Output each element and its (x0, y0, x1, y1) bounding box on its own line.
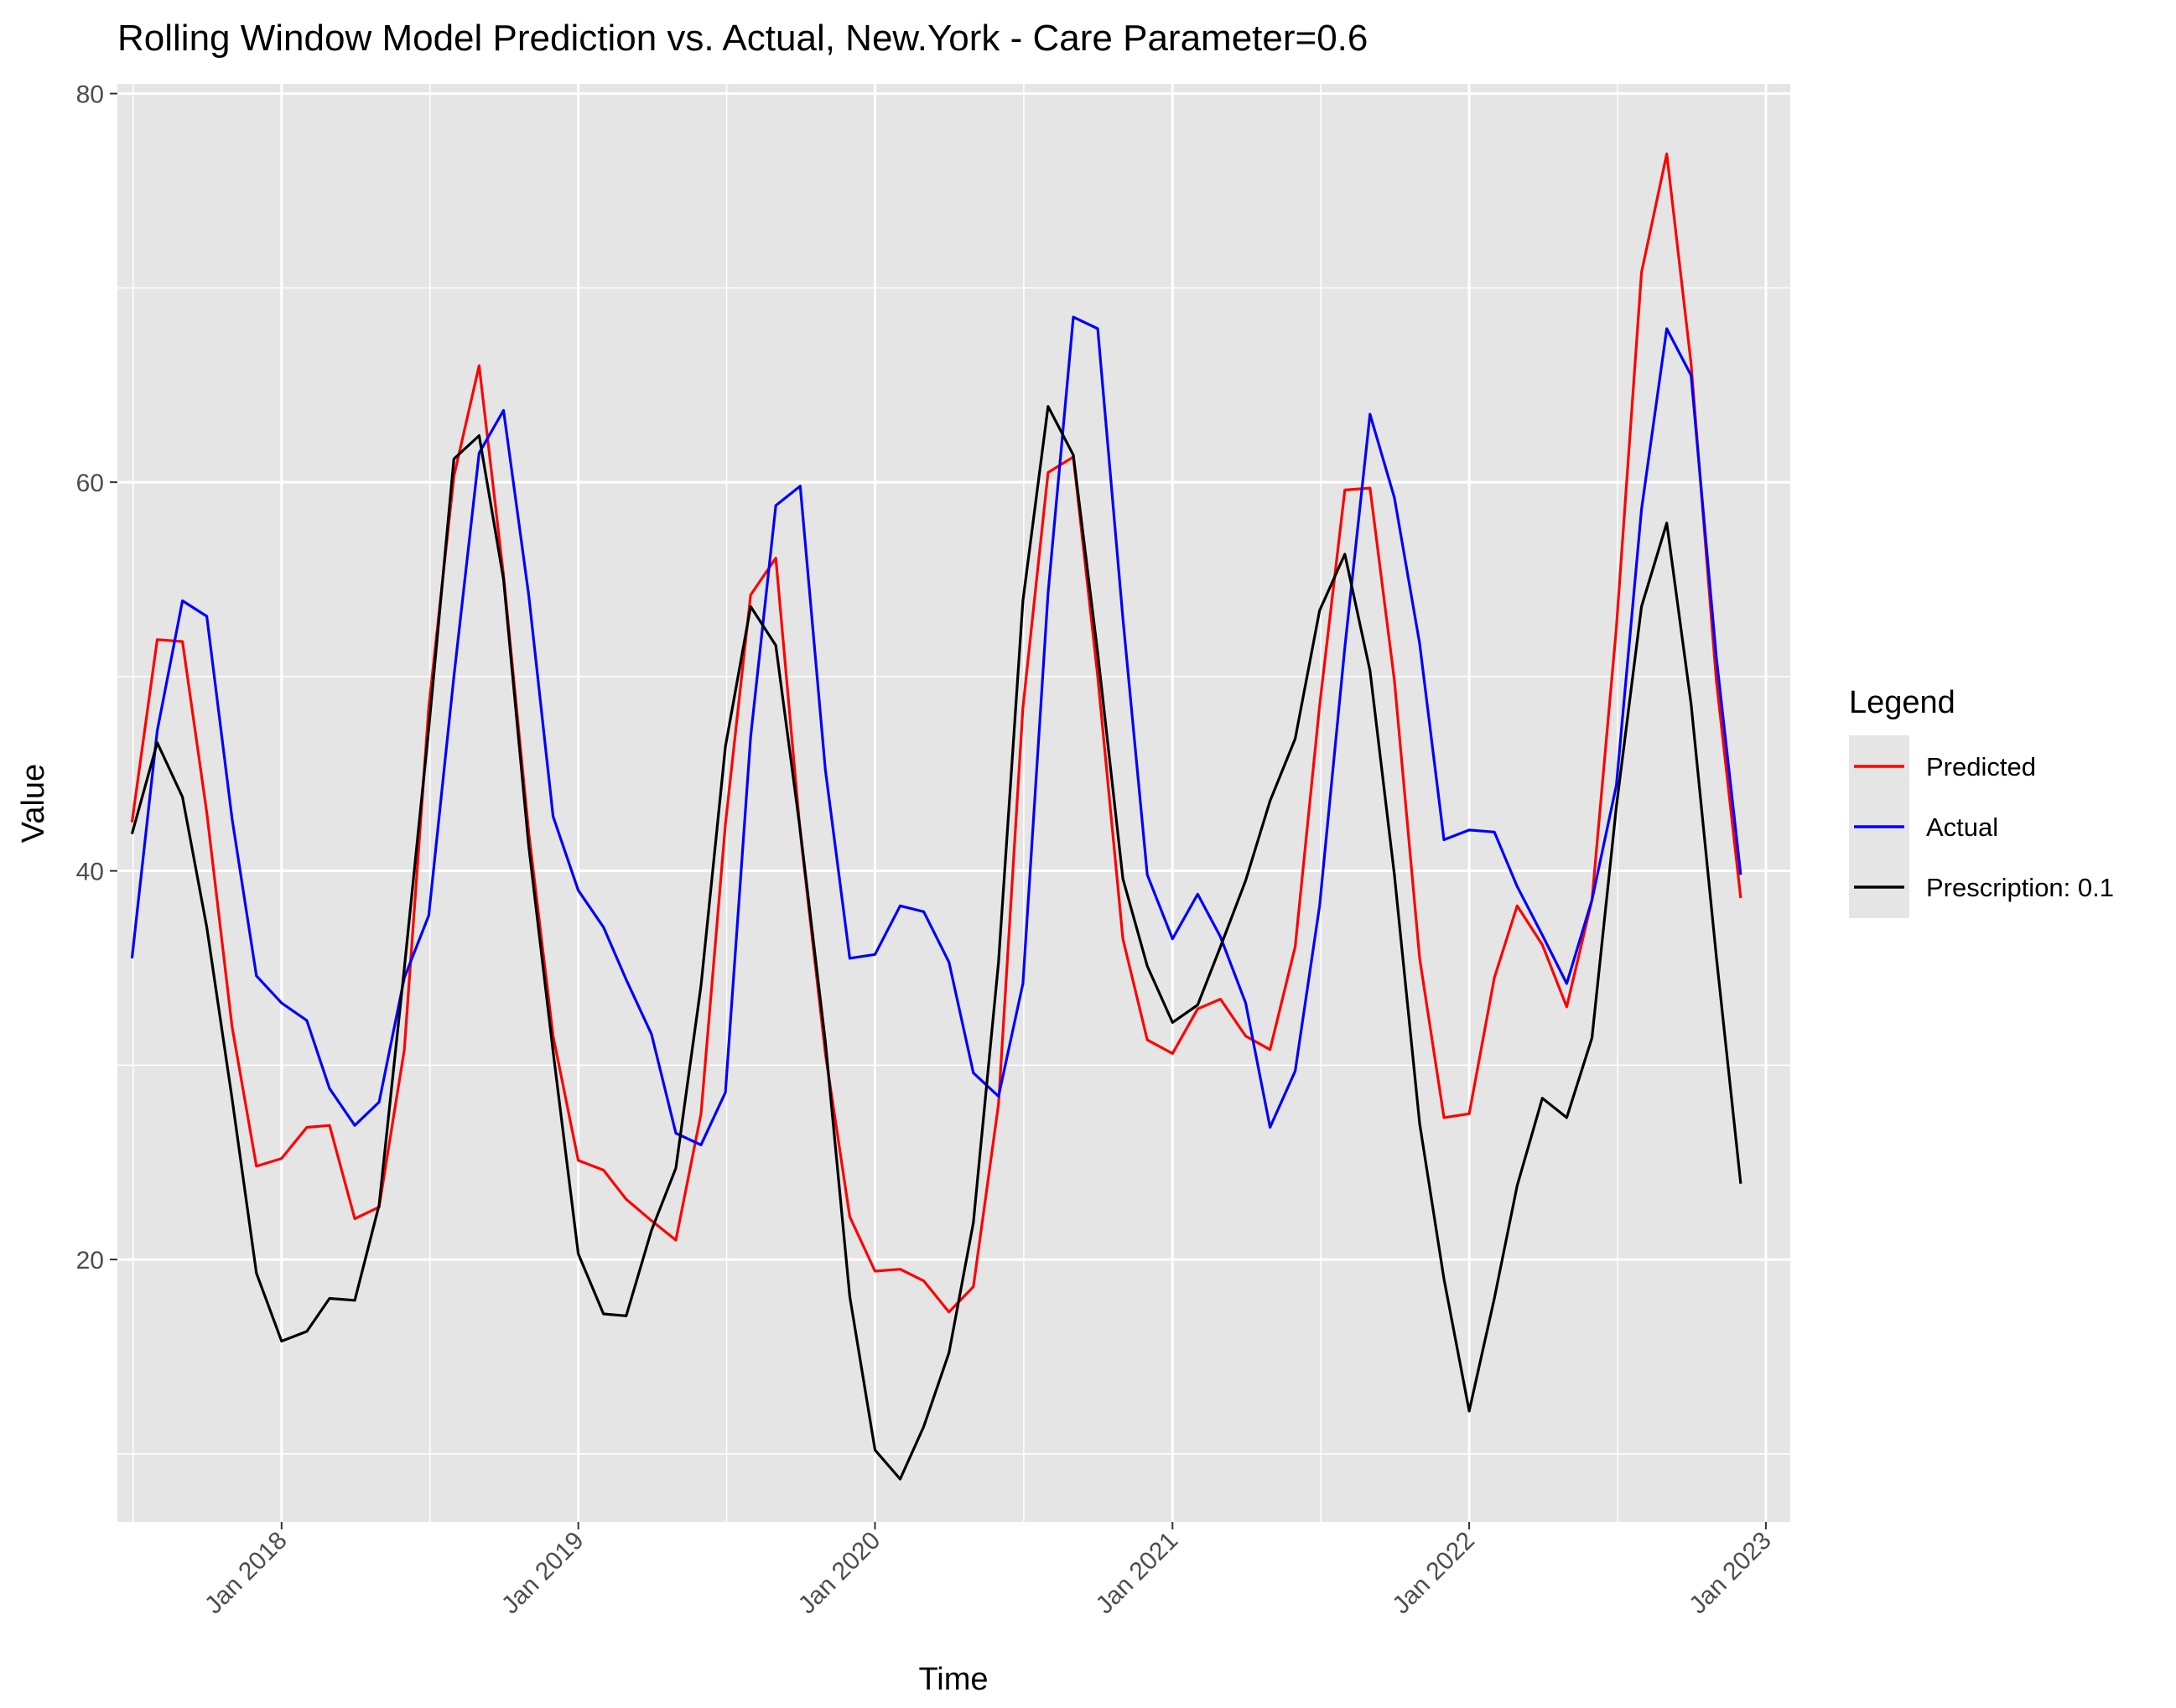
y-axis: 20 40 60 80 (76, 81, 117, 1275)
legend-label: Prescription: 0.1 (1926, 873, 2114, 902)
chart-title: Rolling Window Model Prediction vs. Actu… (117, 18, 1368, 59)
legend-label: Actual (1926, 812, 1998, 842)
y-tick-label: 60 (76, 470, 104, 497)
legend-title: Legend (1849, 685, 1955, 720)
y-tick-label: 80 (76, 81, 104, 109)
series-lines (130, 152, 1742, 1481)
plot-panel (117, 84, 1790, 1522)
major-gridlines (117, 84, 1790, 1522)
y-axis-title: Value (16, 764, 51, 843)
y-tick-label: 20 (76, 1247, 104, 1275)
minor-gridlines (117, 84, 1790, 1522)
x-axis-title: Time (918, 1662, 988, 1697)
series-line-0 (130, 152, 1742, 1314)
legend: Legend Predicted Actual Prescription: 0.1 (1849, 685, 2114, 918)
series-line-2 (130, 405, 1742, 1481)
y-tick-label: 40 (76, 859, 104, 886)
legend-label: Predicted (1926, 752, 2036, 781)
